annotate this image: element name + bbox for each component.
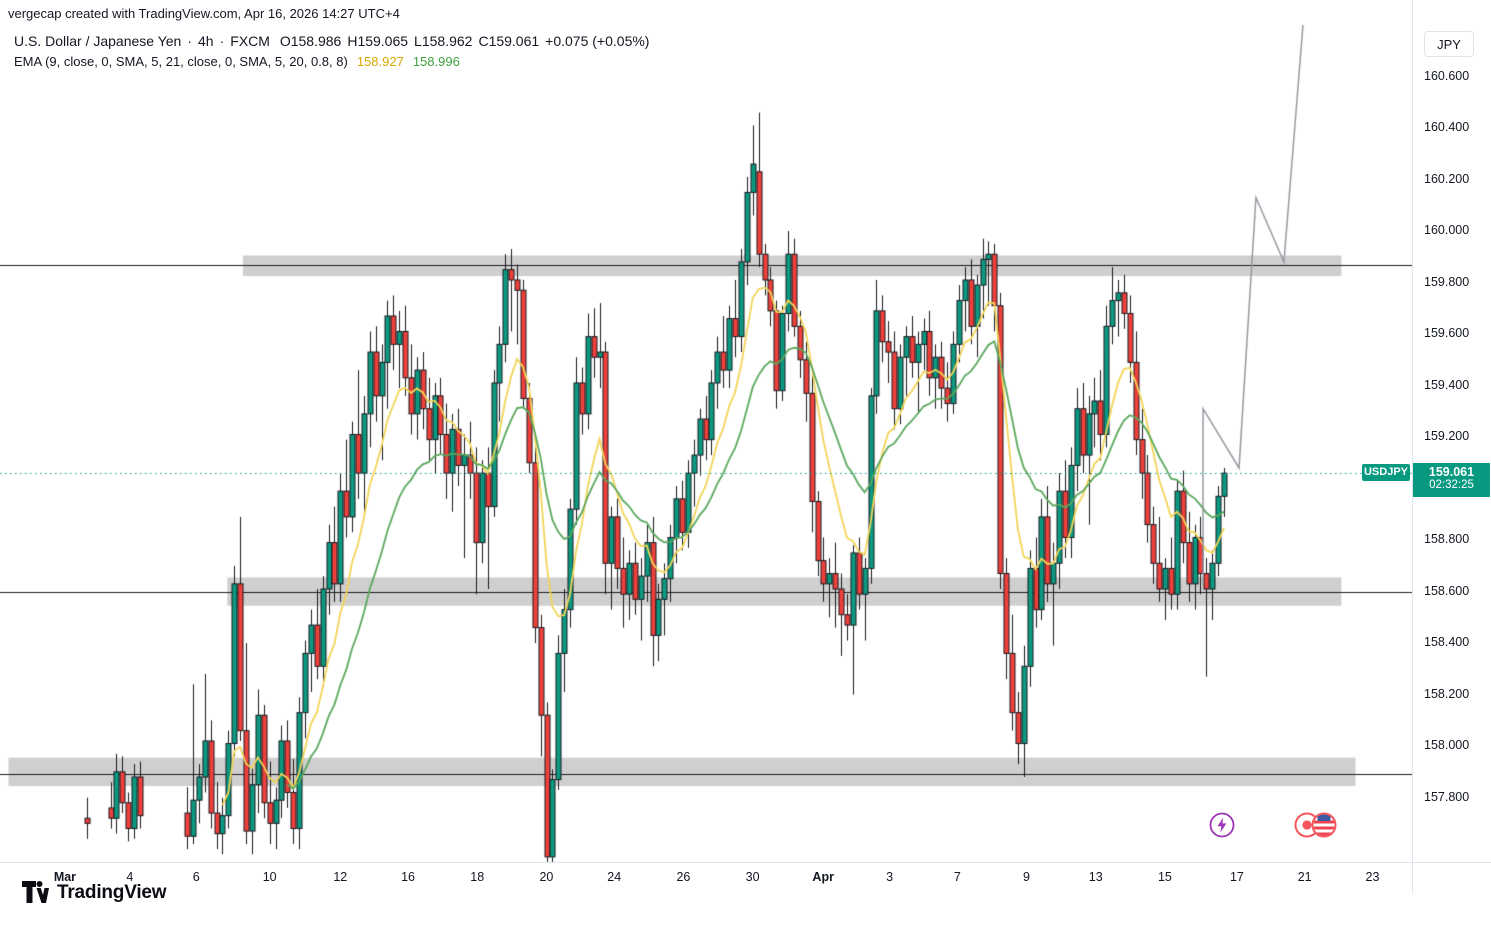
price-axis-tick: 159.600 (1424, 326, 1470, 341)
time-axis-tick: 9 (1023, 870, 1030, 884)
price-axis-tick: 159.200 (1424, 429, 1470, 444)
time-axis-tick: 6 (192, 870, 200, 884)
time-axis-tick: 30 (745, 870, 760, 884)
time-axis-tick: 12 (333, 870, 348, 884)
price-axis-tick: 160.400 (1424, 120, 1470, 134)
time-axis-tick: 13 (1088, 870, 1103, 884)
time-axis-tick: 21 (1297, 870, 1312, 884)
time-axis-tick: 20 (539, 870, 554, 884)
change-value: +0.075 (+0.05%) (545, 33, 650, 49)
time-axis-tick: Mar (53, 870, 77, 884)
time-axis-tick: 23 (1365, 870, 1380, 884)
time-axis-tick: 7 (953, 870, 961, 884)
legend-separator: · (187, 33, 193, 49)
time-axis-tick: Apr (812, 870, 834, 884)
last-price-tag: 159.061 02:32:25 (1413, 462, 1490, 497)
tradingview-wordmark: TradingView (57, 881, 167, 903)
price-axis-tick: 158.400 (1424, 635, 1470, 650)
time-axis-tick: 24 (607, 870, 622, 884)
symbol-legend-row: U.S. Dollar / Japanese Yen · 4h · FXCM O158.… (14, 33, 655, 49)
time-axis-tick: 15 (1157, 870, 1172, 884)
tradingview-logo-mark (22, 881, 49, 903)
indicator-legend-row: EMA (9, close, 0, SMA, 5, 21, close, 0, … (14, 54, 655, 69)
last-price-value: 159.061 (1428, 464, 1475, 479)
price-axis-tick: 160.200 (1424, 171, 1470, 186)
time-axis-tick: 10 (262, 870, 277, 884)
time-axis-tick: 16 (401, 870, 416, 884)
lightning-icon[interactable] (1209, 812, 1235, 838)
axis-corner (1412, 862, 1491, 893)
symbol-price-tag: USDJPY (1362, 463, 1410, 481)
time-axis[interactable]: Mar 4 6 10 12 16 18 20 24 26 30 Apr 3 7 9 13 15 17 21 23 (0, 862, 1412, 893)
time-axis-tick: 3 (886, 870, 894, 884)
ohlc-high: H159.065 (347, 33, 409, 49)
ohlc-close: C159.061 (478, 33, 540, 49)
price-axis-tick: 157.800 (1424, 789, 1470, 804)
time-axis-tick: 17 (1229, 870, 1244, 884)
ema-fast-value: 158.927 (356, 54, 404, 69)
bar-countdown: 02:32:25 (1429, 478, 1474, 491)
symbol-title[interactable]: U.S. Dollar / Japanese Yen (14, 33, 182, 49)
ohlc-open: O158.986 (279, 33, 342, 49)
ohlc-low: L158.962 (414, 33, 473, 49)
price-axis-tick: 159.800 (1424, 274, 1470, 289)
price-axis[interactable]: JPY 157.800 158.000 158.200 158.400 158.600 1… (1412, 0, 1491, 862)
price-axis-tick: 158.000 (1424, 738, 1470, 753)
indicator-label[interactable]: EMA (9, close, 0, SMA, 5, 21, close, 0, … (14, 54, 348, 69)
time-axis-tick: 4 (126, 870, 134, 884)
price-axis-tick: 160.000 (1424, 223, 1470, 238)
time-axis-tick: 18 (470, 870, 485, 884)
price-axis-tick: 159.400 (1424, 377, 1470, 392)
time-axis-tick: 26 (676, 870, 691, 884)
price-axis-tick: 160.600 (1424, 68, 1470, 83)
price-axis-tick: 158.800 (1424, 532, 1470, 547)
chart-legend: U.S. Dollar / Japanese Yen · 4h · FXCM O158.… (14, 33, 655, 69)
exchange-label[interactable]: FXCM (230, 33, 270, 49)
us-flag-icon[interactable] (1311, 812, 1337, 838)
attribution-text: vergecap created with TradingView.com, A… (8, 6, 400, 21)
price-axis-tick: 158.600 (1424, 583, 1470, 598)
ema-slow-value: 158.996 (412, 54, 460, 69)
currency-button[interactable]: JPY (1424, 31, 1474, 57)
interval-label[interactable]: 4h (198, 33, 214, 49)
legend-separator: · (219, 33, 225, 49)
tradingview-logo[interactable]: TradingView (22, 881, 167, 904)
price-axis-tick: 158.200 (1424, 686, 1470, 701)
